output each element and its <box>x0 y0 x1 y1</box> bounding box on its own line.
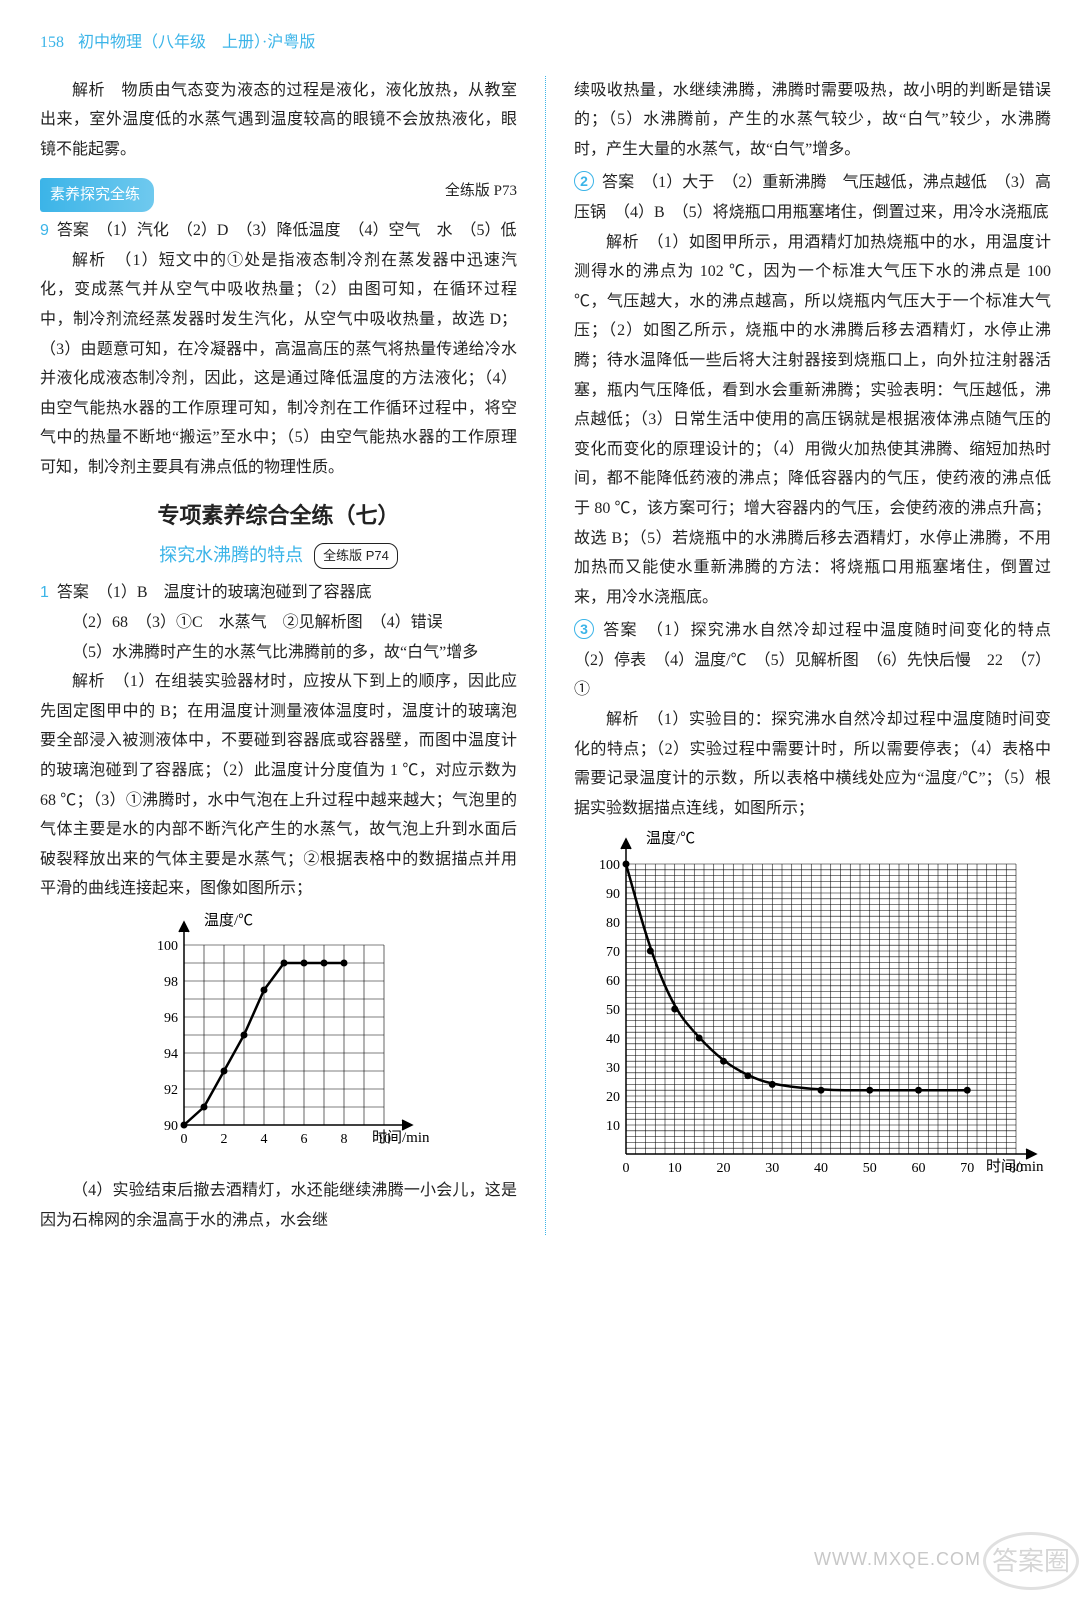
svg-text:96: 96 <box>164 1011 178 1026</box>
svg-text:90: 90 <box>606 887 620 902</box>
left-column: 解析 物质由气态变为液态的过程是液化，液化放热，从教室出来，室外温度低的水蒸气遇… <box>40 76 517 1236</box>
answer-line: 3 答案 （1）探究沸水自然冷却过程中温度随时间变化的特点 （2）停表 （4）温… <box>574 616 1051 705</box>
svg-text:10: 10 <box>667 1161 681 1176</box>
chart-1: 温度/℃ 时间/min 9092949698100 0246810 <box>40 910 517 1170</box>
svg-text:94: 94 <box>164 1047 178 1062</box>
svg-text:20: 20 <box>606 1090 620 1105</box>
answer-text: 答案 （1）大于 （2）重新沸腾 气压越低，沸点越低 （3）高压锅 （4）B （… <box>574 174 1051 221</box>
svg-text:6: 6 <box>300 1132 307 1147</box>
svg-text:98: 98 <box>164 975 178 990</box>
section-heading: 专项素养综合全练（七） <box>40 496 517 537</box>
paragraph: 解析 物质由气态变为液态的过程是液化，液化放热，从教室出来，室外温度低的水蒸气遇… <box>40 76 517 165</box>
svg-text:60: 60 <box>606 974 620 989</box>
sub-title: 探究水沸腾的特点 <box>159 545 303 565</box>
watermark-url: WWW.MXQE.COM <box>814 1543 981 1576</box>
chart-2: 温度/℃ 时间/min 102030405060708090100 010203… <box>574 829 1051 1189</box>
chart-svg: 温度/℃ 时间/min 102030405060708090100 010203… <box>578 829 1048 1189</box>
page-ref-pill: 全练版 P74 <box>314 543 398 569</box>
svg-text:10: 10 <box>377 1132 391 1147</box>
question-number: 1 <box>40 584 49 601</box>
watermark-badge: 答案圈 <box>983 1532 1079 1590</box>
page-title: 初中物理（八年级 上册）·沪粤版 <box>78 34 315 51</box>
svg-text:80: 80 <box>606 916 620 931</box>
svg-text:30: 30 <box>765 1161 779 1176</box>
chart-svg: 温度/℃ 时间/min 9092949698100 0246810 <box>129 910 429 1170</box>
section-subheading: 探究水沸腾的特点 全练版 P74 <box>40 539 517 572</box>
svg-text:0: 0 <box>622 1161 629 1176</box>
svg-text:50: 50 <box>862 1161 876 1176</box>
page-header: 158 初中物理（八年级 上册）·沪粤版 <box>40 28 1051 58</box>
answer-line: 2 答案 （1）大于 （2）重新沸腾 气压越低，沸点越低 （3）高压锅 （4）B… <box>574 168 1051 227</box>
section-badge: 素养探究全练 <box>40 178 154 212</box>
svg-text:70: 70 <box>606 945 620 960</box>
svg-text:80: 80 <box>1009 1161 1023 1176</box>
y-axis-label: 温度/℃ <box>204 912 253 929</box>
answer-line: 9 答案 （1）汽化 （2）D （3）降低温度 （4）空气 水 （5）低 <box>40 216 517 246</box>
question-number: 3 <box>574 619 594 639</box>
explanation: （4）实验结束后撤去酒精灯，水还能继续沸腾一小会儿，这是因为石棉网的余温高于水的… <box>40 1176 517 1235</box>
answer-text: 答案 （1）B 温度计的玻璃泡碰到了容器底 <box>57 584 372 601</box>
paragraph: 续吸收热量，水继续沸腾，沸腾时需要吸热，故小明的判断是错误的；（5）水沸腾前，产… <box>574 76 1051 165</box>
right-column: 续吸收热量，水继续沸腾，沸腾时需要吸热，故小明的判断是错误的；（5）水沸腾前，产… <box>574 76 1051 1236</box>
answer-text: 答案 （1）汽化 （2）D （3）降低温度 （4）空气 水 （5）低 <box>57 222 517 239</box>
answer-text: （5）水沸腾时产生的水蒸气比沸腾前的多，故“白气”增多 <box>40 638 517 668</box>
svg-text:90: 90 <box>164 1119 178 1134</box>
question-number: 2 <box>574 171 594 191</box>
svg-text:4: 4 <box>260 1132 267 1147</box>
svg-text:20: 20 <box>716 1161 730 1176</box>
svg-text:50: 50 <box>606 1003 620 1018</box>
svg-text:2: 2 <box>220 1132 227 1147</box>
explanation: 解析 （1）如图甲所示，用酒精灯加热烧瓶中的水，用温度计测得水的沸点为 102 … <box>574 228 1051 613</box>
answer-line: 1 答案 （1）B 温度计的玻璃泡碰到了容器底 <box>40 578 517 608</box>
page-number: 158 <box>40 34 64 51</box>
page-ref: 全练版 P73 <box>445 178 517 206</box>
two-column-layout: 解析 物质由气态变为液态的过程是液化，液化放热，从教室出来，室外温度低的水蒸气遇… <box>40 76 1051 1236</box>
answer-text: 答案 （1）探究沸水自然冷却过程中温度随时间变化的特点 （2）停表 （4）温度/… <box>574 622 1067 698</box>
y-axis-label: 温度/℃ <box>646 830 695 847</box>
svg-text:8: 8 <box>340 1132 347 1147</box>
svg-text:92: 92 <box>164 1083 178 1098</box>
explanation: 解析 （1）短文中的①处是指液态制冷剂在蒸发器中迅速汽化，变成蒸气并从空气中吸收… <box>40 246 517 483</box>
explanation: 解析 （1）实验目的：探究沸水自然冷却过程中温度随时间变化的特点；（2）实验过程… <box>574 705 1051 823</box>
question-number: 9 <box>40 222 49 239</box>
svg-text:100: 100 <box>599 858 620 873</box>
svg-text:40: 40 <box>814 1161 828 1176</box>
column-divider <box>545 76 546 1236</box>
svg-text:30: 30 <box>606 1061 620 1076</box>
svg-text:0: 0 <box>180 1132 187 1147</box>
svg-text:40: 40 <box>606 1032 620 1047</box>
answer-text: （2）68 （3）①C 水蒸气 ②见解析图 （4）错误 <box>40 608 517 638</box>
svg-text:10: 10 <box>606 1119 620 1134</box>
svg-text:100: 100 <box>157 939 178 954</box>
svg-text:70: 70 <box>960 1161 974 1176</box>
svg-text:60: 60 <box>911 1161 925 1176</box>
explanation: 解析 （1）在组装实验器材时，应按从下到上的顺序，因此应先固定图甲中的 B；在用… <box>40 667 517 904</box>
